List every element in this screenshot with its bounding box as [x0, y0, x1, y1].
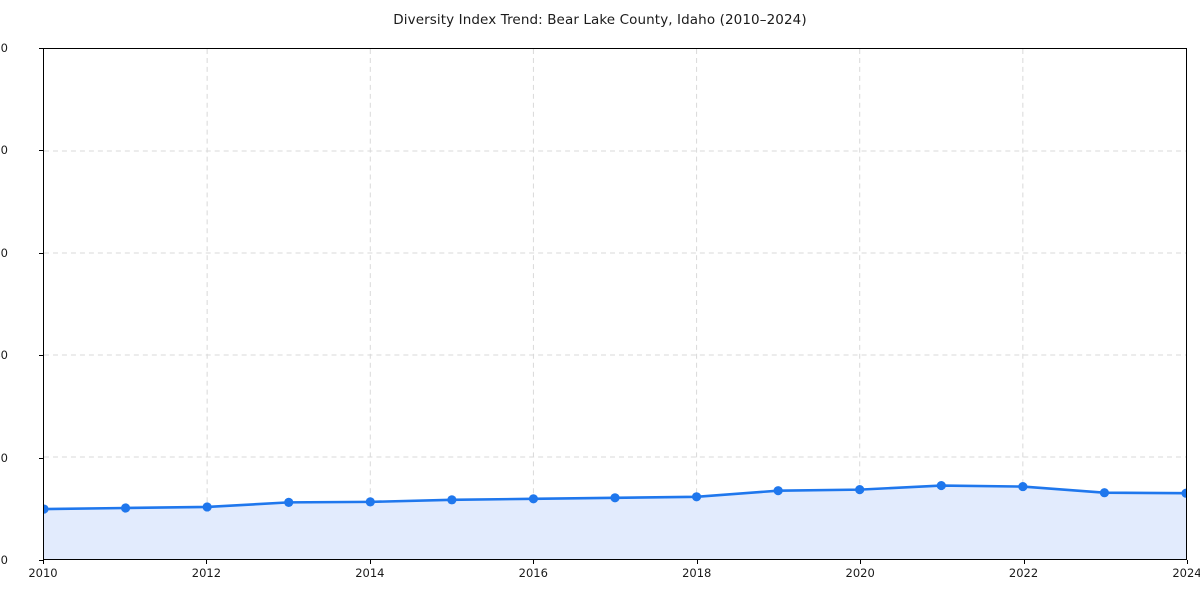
x-axis-tick-label: 2018 — [682, 566, 712, 580]
y-axis-tick-mark — [39, 560, 43, 561]
chart-title: Diversity Index Trend: Bear Lake County,… — [393, 12, 807, 28]
x-axis-tick-label: 2024 — [1172, 566, 1200, 580]
data-point-marker — [1099, 488, 1110, 498]
x-axis-tick-label: 2010 — [28, 566, 58, 580]
x-axis-tick-mark — [369, 560, 371, 564]
data-point-marker — [447, 495, 457, 505]
y-axis-tick-label: 0 — [0, 553, 8, 567]
x-axis-tick-mark — [1023, 560, 1025, 564]
x-axis-tick-label: 2022 — [1008, 566, 1039, 580]
x-axis-tick-label: 2016 — [518, 566, 548, 580]
data-point-marker — [855, 485, 865, 495]
y-axis-tick-mark — [39, 355, 43, 357]
data-point-marker — [528, 494, 539, 504]
data-point-marker — [284, 497, 294, 507]
x-axis-tick-label: 2014 — [355, 566, 385, 580]
x-axis-tick-mark — [696, 560, 698, 564]
gridlines — [44, 49, 1186, 559]
y-axis-tick-label: 40 — [0, 348, 8, 363]
data-point-marker — [773, 486, 783, 496]
area-fill — [44, 485, 1186, 559]
y-axis-tick-mark — [39, 457, 43, 459]
y-axis-tick-mark — [39, 150, 43, 152]
y-axis-tick-label: 100 — [0, 41, 8, 55]
x-axis-tick-label: 2012 — [191, 566, 222, 580]
data-point-marker — [1181, 488, 1186, 498]
data-point-marker — [936, 480, 946, 491]
x-axis-tick-mark — [1187, 560, 1188, 564]
y-axis-tick-label: 80 — [0, 143, 8, 158]
y-axis-tick-label: 60 — [0, 245, 8, 260]
x-axis-tick-mark — [43, 560, 44, 564]
x-axis-tick-label: 2020 — [845, 566, 875, 580]
data-point-marker — [202, 502, 212, 512]
x-axis-tick-mark — [860, 560, 862, 564]
data-line-and-markers — [44, 480, 1186, 514]
data-point-marker — [610, 493, 620, 503]
data-point-marker — [365, 497, 375, 507]
y-axis-tick-mark — [39, 252, 43, 254]
data-point-marker — [691, 492, 702, 502]
data-point-marker — [44, 504, 49, 514]
data-point-marker — [120, 503, 131, 513]
x-axis-tick-mark — [533, 560, 535, 564]
y-axis-tick-label: 20 — [0, 450, 8, 465]
plot-area — [43, 48, 1187, 560]
data-point-marker — [1018, 481, 1028, 492]
x-axis-tick-mark — [206, 560, 208, 564]
y-axis-tick-mark — [39, 48, 43, 49]
